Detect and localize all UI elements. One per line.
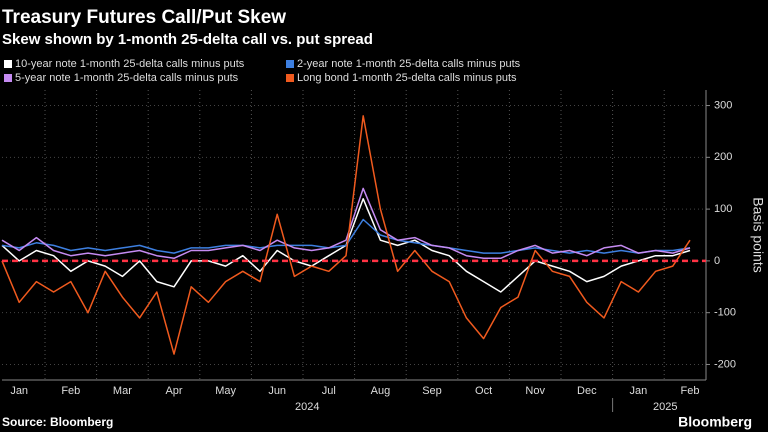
legend-swatch: [4, 74, 12, 82]
legend-label: 2-year note 1-month 25-delta calls minus…: [297, 58, 521, 70]
year-label: 2025: [653, 401, 677, 413]
x-tick-label: Sep: [422, 385, 442, 397]
y-tick-label: -100: [714, 307, 736, 319]
y-tick-label: 0: [714, 255, 720, 267]
y-tick-label: 200: [714, 151, 732, 163]
x-tick-label: Jul: [322, 385, 336, 397]
x-tick-label: Oct: [475, 385, 492, 397]
chart-title: Treasury Futures Call/Put Skew: [2, 7, 286, 28]
legend-swatch: [286, 60, 294, 68]
y-tick-label: 100: [714, 203, 732, 215]
x-tick-label: Feb: [681, 385, 700, 397]
source: Source: Bloomberg: [2, 415, 113, 429]
chart-subtitle: Skew shown by 1-month 25-delta call vs. …: [2, 31, 373, 48]
x-tick-label: May: [215, 385, 236, 397]
series-line: [1, 218, 691, 254]
year-label: 2024: [295, 401, 319, 413]
legend-label: Long bond 1-month 25-delta calls minus p…: [297, 72, 517, 84]
x-tick-label: Apr: [165, 385, 182, 397]
y-tick-label: 300: [714, 99, 732, 111]
x-tick-label: Jan: [630, 385, 648, 397]
legend-swatch: [286, 74, 294, 82]
x-tick-label: Mar: [113, 385, 132, 397]
x-tick-label: Feb: [61, 385, 80, 397]
legend-label: 5-year note 1-month 25-delta calls minus…: [15, 72, 239, 84]
y-tick-label: -200: [714, 358, 736, 370]
y-axis-label: Basis points: [750, 197, 766, 272]
x-tick-label: Nov: [525, 385, 545, 397]
legend-swatch: [4, 60, 12, 68]
x-tick-label: Jan: [10, 385, 28, 397]
series-line: [1, 115, 691, 355]
x-tick-label: Aug: [371, 385, 391, 397]
x-tick-label: Dec: [577, 385, 597, 397]
series-line: [1, 187, 691, 260]
legend-label: 10-year note 1-month 25-delta calls minu…: [15, 58, 245, 70]
brand: Bloomberg: [678, 414, 752, 430]
x-tick-label: Jun: [268, 385, 286, 397]
